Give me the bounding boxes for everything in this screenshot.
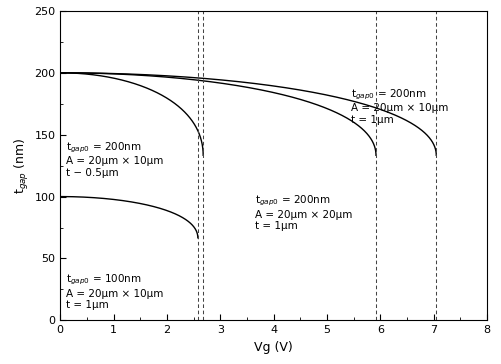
Y-axis label: t$_{gap}$ (nm): t$_{gap}$ (nm) (14, 137, 32, 194)
Text: t$_{gap0}$ = 100nm
A = 20μm × 10μm
t = 1μm: t$_{gap0}$ = 100nm A = 20μm × 10μm t = 1… (66, 273, 163, 310)
X-axis label: Vg (V): Vg (V) (254, 341, 293, 354)
Text: t$_{gap0}$ = 200nm
A = 20μm × 20μm
t = 1μm: t$_{gap0}$ = 200nm A = 20μm × 20μm t = 1… (255, 194, 352, 231)
Text: t$_{gap0}$ = 200nm
A = 20μm × 10μm
t = 1μm: t$_{gap0}$ = 200nm A = 20μm × 10μm t = 1… (350, 87, 447, 125)
Text: t$_{gap0}$ = 200nm
A = 20μm × 10μm
t − 0.5μm: t$_{gap0}$ = 200nm A = 20μm × 10μm t − 0… (66, 141, 163, 178)
